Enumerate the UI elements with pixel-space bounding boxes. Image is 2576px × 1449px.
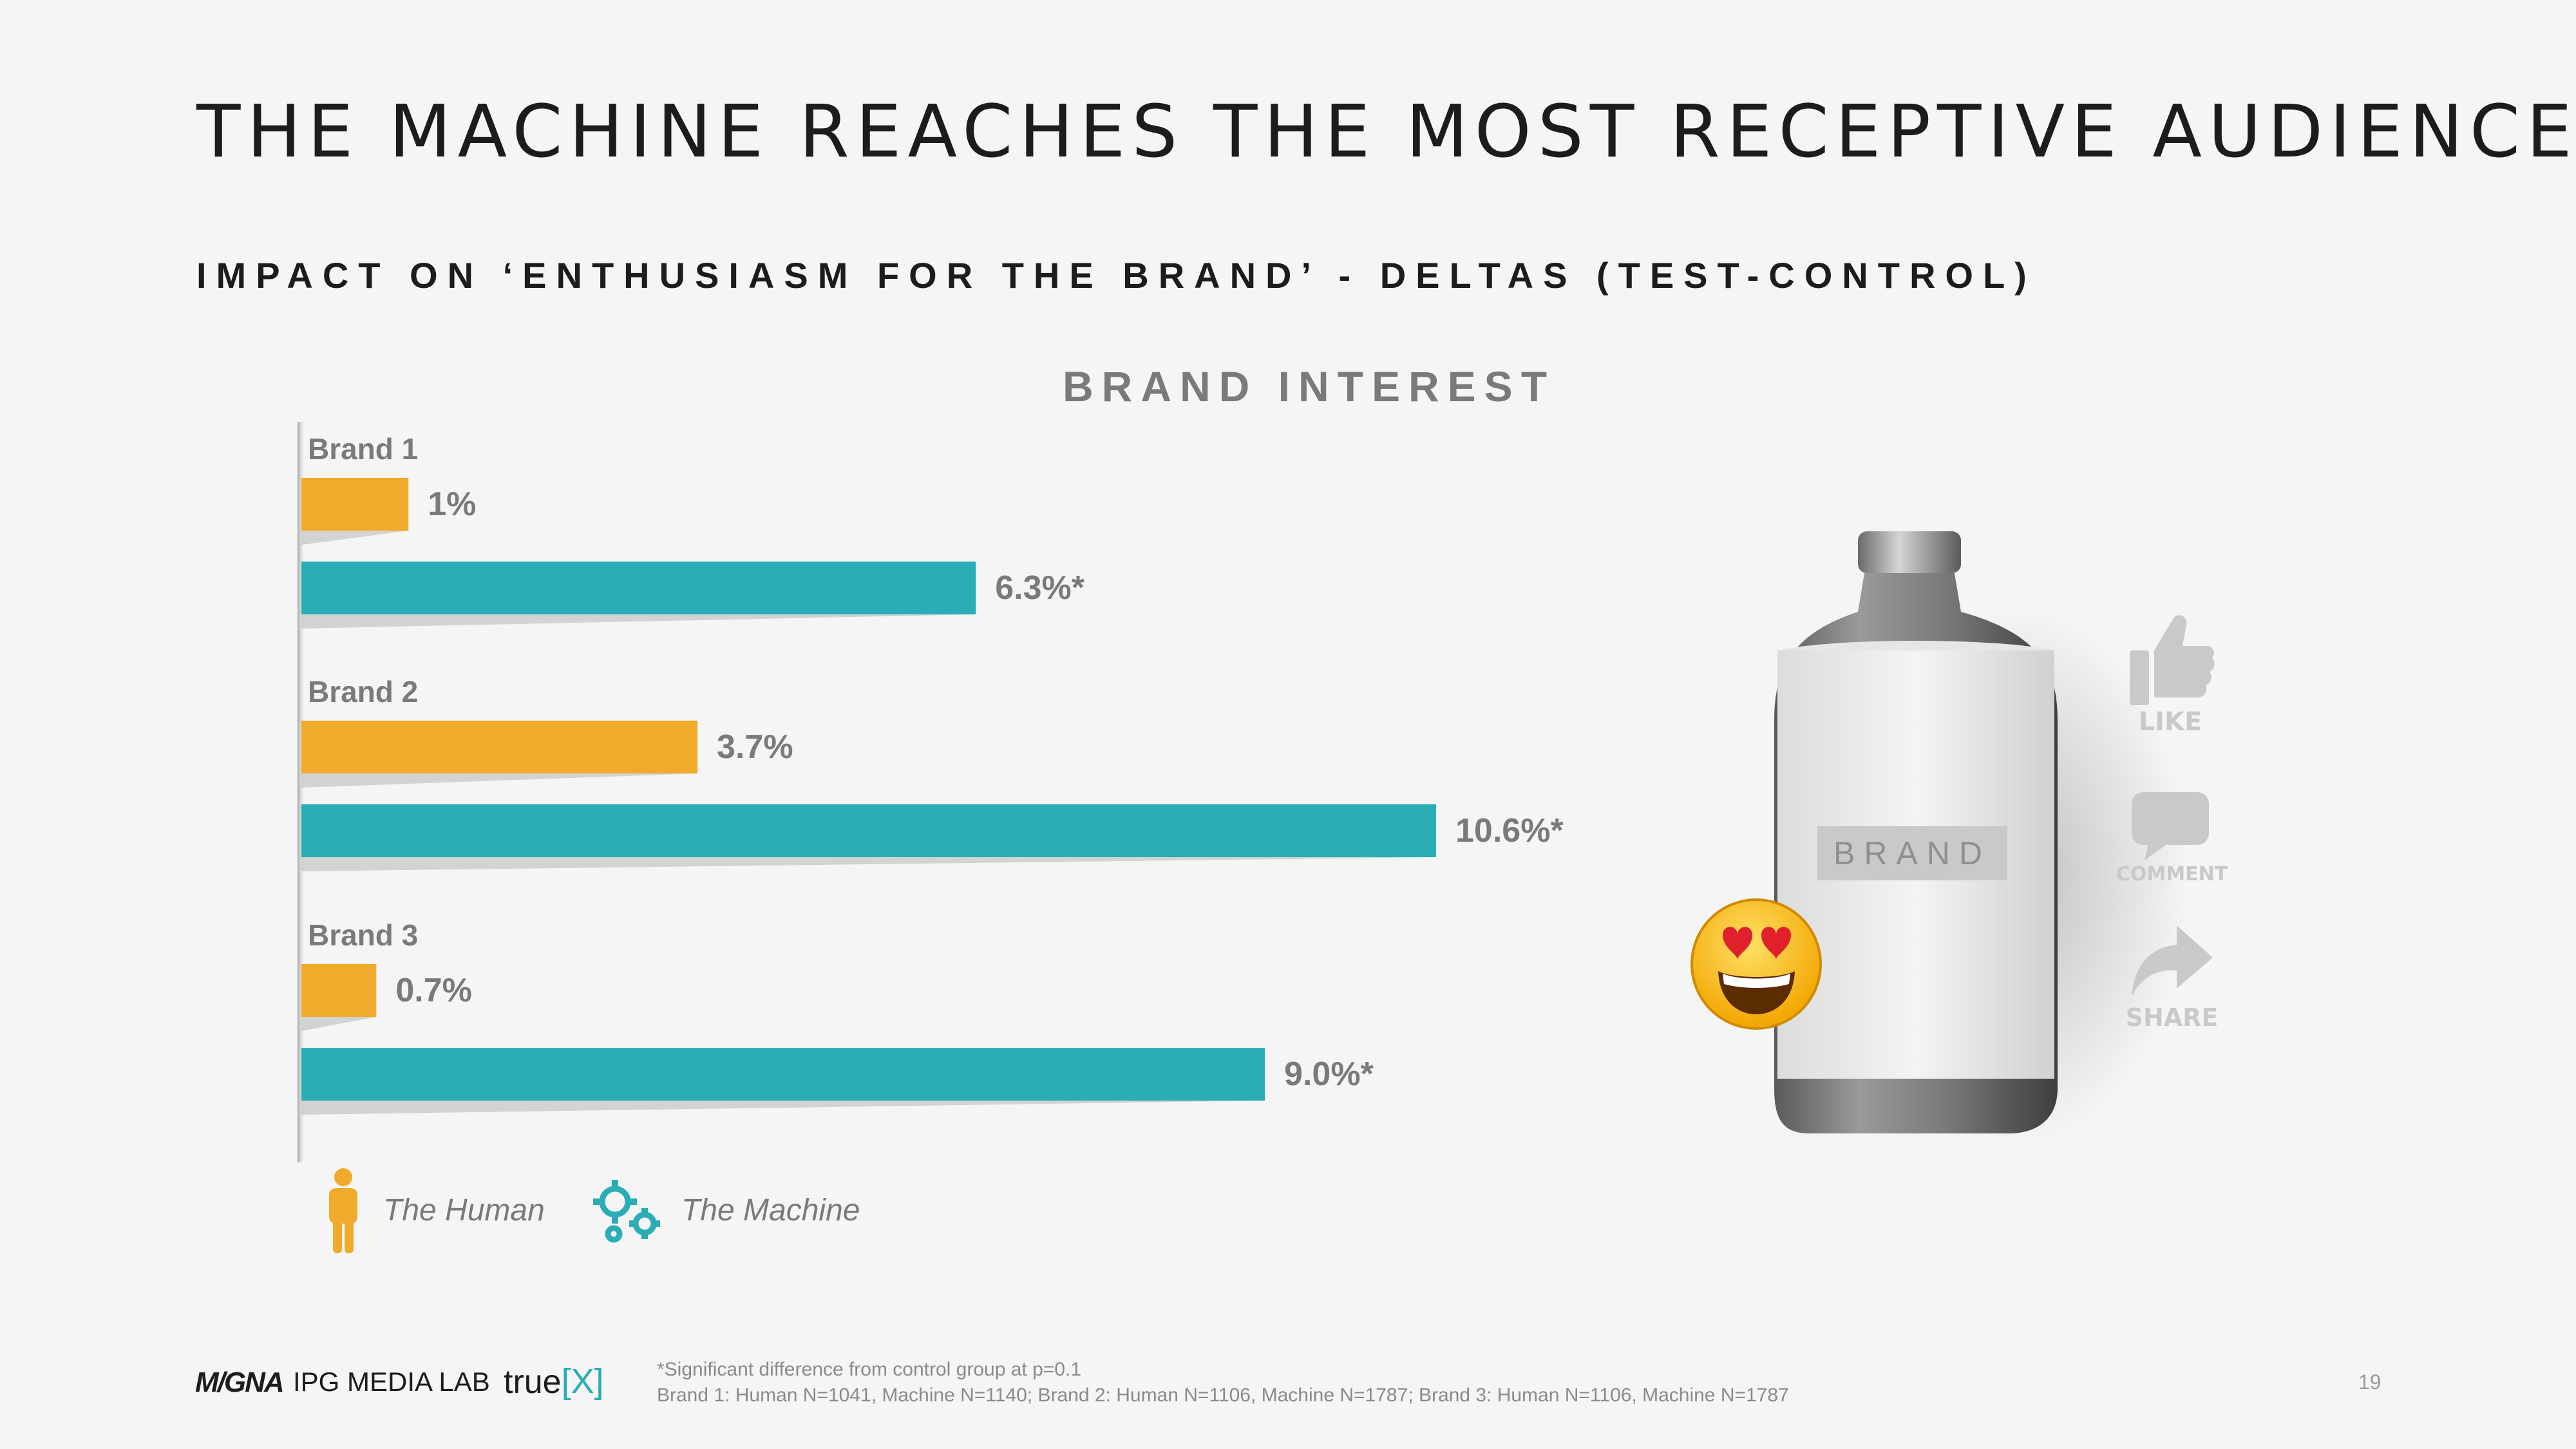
page-title: THE MACHINE REACHES THE MOST RECEPTIVE A…: [196, 90, 2576, 174]
heart-eyes-emoji: [1690, 898, 1822, 1030]
data-label: 3.7%: [717, 728, 793, 766]
speech-bubble-icon: [2132, 792, 2209, 860]
data-label: 1%: [428, 486, 476, 523]
data-label: 10.6%*: [1455, 812, 1564, 849]
bar-shadow: [301, 1017, 377, 1031]
truex-logo-x: X: [571, 1362, 594, 1401]
category-label: Brand 2: [308, 675, 418, 708]
magna-logo: M/GNA: [195, 1367, 285, 1398]
person-icon: [329, 1168, 357, 1253]
data-label: 0.7%: [395, 972, 472, 1009]
bar-shadow: [301, 857, 1436, 871]
legend-label-human: The Human: [383, 1193, 545, 1227]
truex-logo: true[X]: [504, 1361, 604, 1401]
social-label-comment: COMMENT: [2116, 863, 2228, 886]
data-label: 9.0%*: [1284, 1056, 1374, 1093]
social-label-like: LIKE: [2138, 707, 2202, 737]
social-label-share: SHARE: [2125, 1003, 2219, 1032]
bar-human: [301, 478, 409, 531]
footnote-sample-sizes: Brand 1: Human N=1041, Machine N=1140; B…: [657, 1385, 1789, 1406]
bar-machine: [301, 804, 1436, 857]
bar-shadow: [301, 773, 698, 788]
share-arrow-icon: [2132, 925, 2213, 996]
bar-human: [301, 964, 377, 1017]
thumbs-up-icon: [2130, 615, 2215, 705]
bar-shadow: [301, 531, 409, 545]
bar-shadow: [301, 614, 976, 629]
footnote-significance: *Significant difference from control gro…: [657, 1359, 1082, 1380]
legend-label-machine: The Machine: [681, 1193, 860, 1227]
category-label: Brand 1: [308, 432, 418, 466]
truex-logo-text: true: [504, 1363, 562, 1401]
data-label: 6.3%*: [995, 569, 1085, 607]
page-number: 19: [2358, 1370, 2382, 1394]
chart-title: BRAND INTEREST: [1063, 363, 1556, 410]
bar-shadow: [301, 1101, 1265, 1115]
page-subtitle: IMPACT ON ‘ENTHUSIASM FOR THE BRAND’ - D…: [196, 255, 2036, 296]
gears-icon: [593, 1180, 660, 1243]
bottle-brand-label: BRAND: [1817, 826, 2007, 880]
truex-logo-bracket: [X]: [561, 1362, 604, 1401]
category-axis: [298, 422, 304, 1162]
category-label: Brand 3: [308, 918, 418, 952]
bottle-illustration: [1774, 531, 2190, 1146]
bar-human: [301, 721, 698, 773]
ipg-media-lab-logo: IPG MEDIA LAB: [293, 1367, 490, 1397]
bar-machine: [301, 562, 976, 614]
bar-machine: [301, 1048, 1265, 1101]
